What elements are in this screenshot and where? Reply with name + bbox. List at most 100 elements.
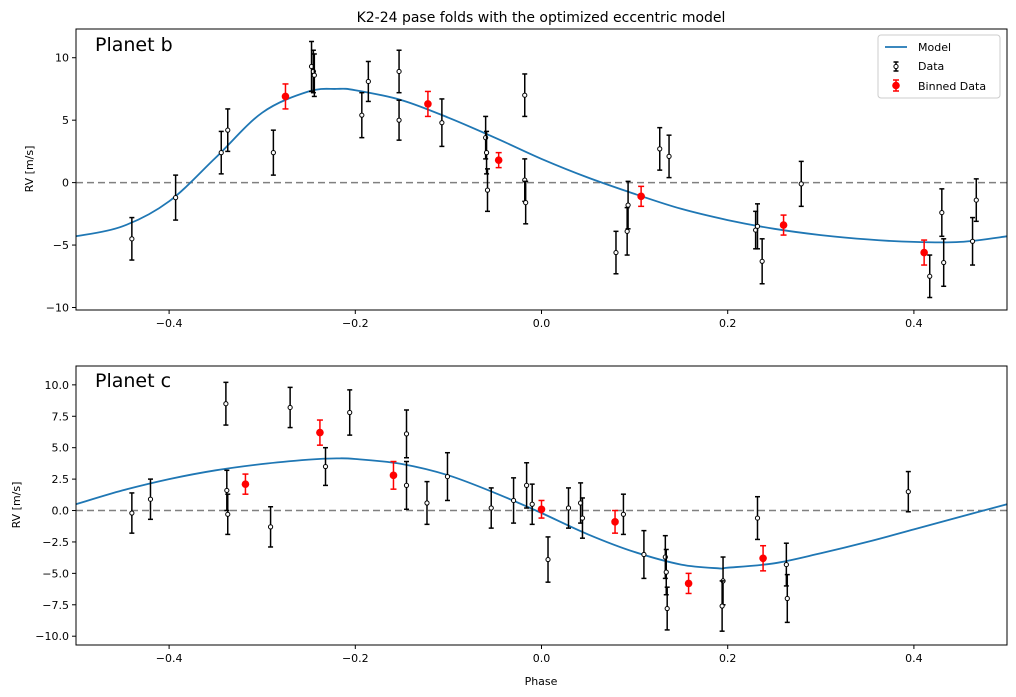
legend-data-label: Data — [918, 60, 944, 73]
binned-point — [537, 499, 546, 519]
data-point — [129, 492, 135, 534]
data-points — [129, 40, 979, 299]
binned-point — [316, 419, 324, 446]
data-point — [439, 98, 445, 148]
y-tick-label: −2.5 — [42, 536, 69, 549]
x-tick-label: 0.0 — [533, 652, 551, 665]
data-point — [641, 529, 647, 580]
data-point — [969, 216, 976, 266]
binned-points — [281, 83, 928, 266]
data-point — [620, 493, 627, 536]
y-tick-label: 5 — [62, 114, 69, 127]
data-point — [173, 174, 179, 221]
legend-binned-swatch — [892, 79, 900, 92]
data-point — [625, 180, 631, 230]
y-axis-label: RV [m/s] — [10, 482, 23, 529]
figure-title: K2-24 pase folds with the optimized ecce… — [357, 10, 726, 26]
x-axis-label: Phase — [525, 675, 558, 688]
x-tick-label: −0.2 — [342, 652, 369, 665]
data-point — [322, 446, 329, 487]
data-point — [524, 462, 530, 509]
data-point — [129, 216, 135, 261]
data-point — [396, 99, 402, 141]
data-point — [484, 168, 491, 213]
data-point — [613, 230, 619, 275]
y-ticks: −10 −5 0 5 10 — [46, 52, 76, 315]
data-point — [939, 188, 945, 238]
binned-point — [281, 83, 290, 110]
panel-label: Planet c — [95, 370, 171, 392]
legend-model-label: Model — [918, 41, 951, 54]
data-point — [267, 506, 274, 548]
data-point — [287, 386, 293, 429]
binned-point — [637, 185, 645, 208]
data-point — [783, 542, 789, 587]
data-point — [483, 130, 490, 175]
legend: Model Data Binned Data — [877, 34, 1001, 99]
y-tick-label: 0 — [62, 177, 69, 190]
x-ticks: −0.4 −0.2 0.0 0.2 0.4 — [156, 645, 923, 665]
y-ticks: −10.0 −7.5 −5.0 −2.5 0.0 2.5 5.0 7.5 10.0 — [35, 379, 76, 643]
x-tick-label: −0.4 — [156, 652, 183, 665]
plot-frame — [75, 28, 1008, 311]
binned-point — [779, 214, 788, 236]
data-point — [218, 130, 224, 175]
binned-point — [241, 473, 250, 495]
legend-binned-label: Binned Data — [918, 80, 986, 93]
binned-point — [424, 90, 432, 118]
legend-data-swatch — [893, 61, 899, 72]
data-point — [784, 573, 790, 624]
data-point — [347, 389, 353, 436]
data-point — [754, 495, 761, 541]
data-point — [529, 483, 535, 526]
data-point — [403, 460, 410, 511]
y-tick-label: −10 — [46, 302, 69, 315]
y-tick-label: 10 — [55, 52, 69, 65]
model-curve — [75, 87, 1008, 244]
data-point — [719, 580, 725, 632]
x-tick-label: 0.4 — [905, 652, 923, 665]
data-point — [545, 536, 551, 583]
data-point — [905, 470, 911, 513]
data-point — [424, 480, 430, 526]
binned-points — [241, 419, 767, 595]
y-tick-label: −5 — [53, 239, 69, 252]
y-tick-label: −7.5 — [42, 599, 69, 612]
y-tick-label: −5.0 — [42, 567, 69, 580]
y-tick-label: 10.0 — [45, 379, 70, 392]
data-point — [365, 60, 371, 103]
legend-box — [877, 34, 1001, 99]
data-point — [973, 178, 979, 223]
x-tick-label: 0.2 — [719, 317, 737, 330]
panel-planet-b: −0.4 −0.2 0.0 0.2 0.4 −10 −5 0 5 10 Planet b RV … — [23, 28, 1008, 330]
data-point — [224, 469, 230, 512]
data-point — [311, 53, 317, 98]
x-tick-label: −0.4 — [156, 317, 183, 330]
y-tick-label: 7.5 — [52, 410, 70, 423]
data-point — [798, 160, 804, 208]
binned-point — [684, 572, 693, 595]
data-point — [270, 129, 276, 176]
data-point — [403, 409, 410, 459]
data-point — [579, 497, 586, 539]
plot-area — [76, 29, 1007, 310]
data-point — [488, 487, 494, 529]
x-ticks: −0.4 −0.2 0.0 0.2 0.4 — [156, 310, 923, 330]
data-point — [523, 180, 529, 225]
data-point — [396, 49, 402, 94]
data-point — [941, 238, 947, 288]
binned-point — [611, 509, 619, 534]
data-point — [657, 126, 663, 171]
panel-label: Planet b — [95, 34, 173, 56]
data-point — [444, 451, 451, 502]
data-point — [225, 493, 231, 536]
data-point — [754, 203, 761, 250]
x-tick-label: 0.4 — [905, 317, 923, 330]
y-tick-label: 2.5 — [52, 473, 70, 486]
plot-frame — [75, 365, 1008, 646]
binned-point — [389, 460, 398, 490]
y-tick-label: 0.0 — [52, 505, 70, 518]
data-point — [759, 238, 765, 285]
x-tick-label: 0.0 — [533, 317, 551, 330]
